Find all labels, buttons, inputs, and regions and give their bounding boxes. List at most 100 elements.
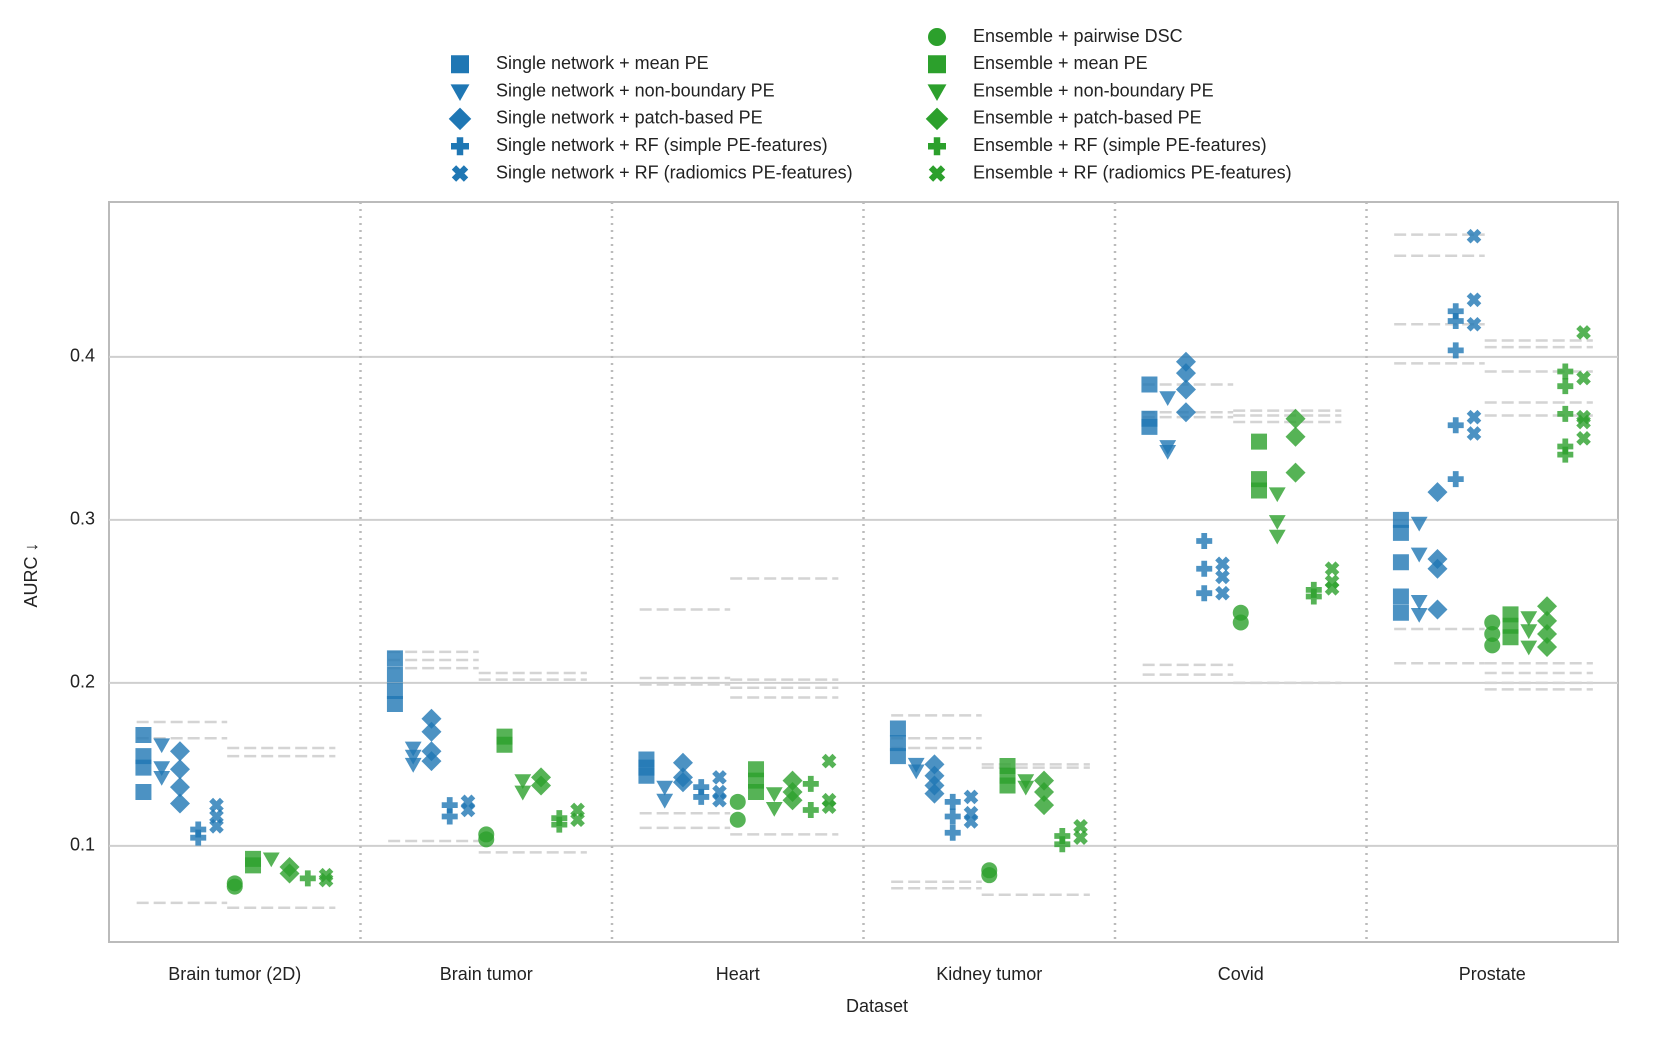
data-point	[1141, 376, 1158, 393]
data-point	[421, 721, 442, 742]
data-point	[1520, 640, 1538, 656]
data-point	[460, 802, 476, 818]
data-point	[656, 793, 674, 809]
data-point	[1017, 780, 1035, 796]
data-point	[672, 752, 693, 773]
legend-marker	[451, 55, 469, 74]
legend-label: Ensemble + RF (simple PE-features)	[973, 135, 1267, 155]
data-point	[1215, 556, 1230, 572]
data-point	[1175, 351, 1196, 372]
y-tick-label: 0.2	[70, 672, 95, 692]
legend-label: Ensemble + patch-based PE	[973, 108, 1202, 128]
data-point	[821, 753, 837, 769]
data-point	[135, 759, 152, 776]
data-point	[1392, 511, 1409, 528]
data-point	[386, 682, 403, 699]
data-point	[1392, 604, 1409, 621]
data-point	[1576, 414, 1591, 430]
legend-label: Ensemble + RF (radiomics PE-features)	[973, 162, 1292, 182]
data-point	[514, 785, 532, 801]
data-point	[1392, 524, 1409, 541]
data-point	[478, 831, 495, 848]
data-point	[1175, 379, 1196, 400]
data-point	[1175, 363, 1196, 384]
data-point	[1196, 533, 1213, 550]
data-point	[1159, 444, 1177, 460]
data-point	[1484, 625, 1501, 642]
data-point	[514, 774, 532, 790]
data-point	[1324, 580, 1340, 596]
data-point	[1392, 554, 1409, 571]
data-point	[963, 789, 979, 805]
data-point	[421, 708, 442, 729]
data-point	[729, 811, 746, 828]
data-point	[907, 764, 925, 780]
data-point	[262, 852, 280, 868]
data-point	[441, 797, 458, 814]
data-point	[169, 793, 190, 814]
data-point	[638, 767, 655, 784]
data-point	[153, 770, 171, 786]
data-point	[1520, 624, 1538, 640]
data-point	[944, 793, 961, 810]
data-point	[1466, 316, 1482, 332]
data-point	[299, 870, 316, 887]
data-point	[1447, 417, 1464, 434]
data-point	[169, 777, 190, 798]
data-point	[963, 814, 979, 829]
data-point	[404, 757, 422, 773]
data-point	[1520, 611, 1538, 627]
legend-label: Single network + RF (simple PE-features)	[496, 135, 828, 155]
data-point	[1447, 303, 1464, 320]
data-point	[386, 666, 403, 683]
data-point	[748, 784, 765, 801]
data-point	[1484, 614, 1501, 631]
data-point	[1268, 515, 1286, 530]
data-point	[1410, 594, 1428, 610]
data-point	[1410, 607, 1428, 623]
data-point	[1054, 828, 1071, 845]
legend-marker	[928, 165, 946, 182]
data-point	[889, 748, 906, 765]
legend-marker	[451, 137, 469, 156]
data-point	[1557, 446, 1574, 463]
data-point	[924, 754, 945, 775]
data-point	[712, 792, 727, 808]
data-point	[1447, 312, 1464, 329]
data-point	[924, 783, 945, 804]
data-point	[1427, 482, 1448, 503]
data-point	[209, 797, 224, 813]
data-point	[802, 801, 819, 818]
legend-label: Single network + patch-based PE	[496, 108, 763, 128]
data-point	[693, 788, 710, 805]
x-tick-label: Prostate	[1459, 964, 1526, 984]
data-point	[1196, 560, 1213, 577]
y-tick-label: 0.1	[70, 835, 95, 855]
data-point	[1484, 637, 1501, 654]
data-point	[802, 775, 819, 792]
data-point	[765, 787, 783, 803]
legend-label: Ensemble + mean PE	[973, 53, 1148, 73]
x-tick-label: Kidney tumor	[936, 964, 1042, 984]
plot-frame	[108, 201, 1619, 943]
data-point	[889, 720, 906, 737]
data-point	[1557, 378, 1574, 395]
data-point	[1392, 588, 1409, 605]
data-point	[386, 650, 403, 667]
data-point	[1251, 433, 1268, 450]
data-point	[404, 749, 422, 765]
data-point	[1268, 529, 1286, 545]
data-point	[1557, 405, 1574, 422]
legend-label: Ensemble + non-boundary PE	[973, 80, 1214, 100]
legend-label: Single network + non-boundary PE	[496, 80, 775, 100]
x-tick-label: Brain tumor	[440, 964, 533, 984]
data-point	[1557, 438, 1574, 455]
data-point	[153, 738, 171, 754]
data-point	[1034, 782, 1055, 803]
y-tick-label: 0.4	[70, 346, 95, 366]
data-point	[1410, 516, 1428, 532]
data-point	[1285, 462, 1306, 483]
data-point	[226, 878, 243, 895]
data-point	[404, 741, 422, 757]
